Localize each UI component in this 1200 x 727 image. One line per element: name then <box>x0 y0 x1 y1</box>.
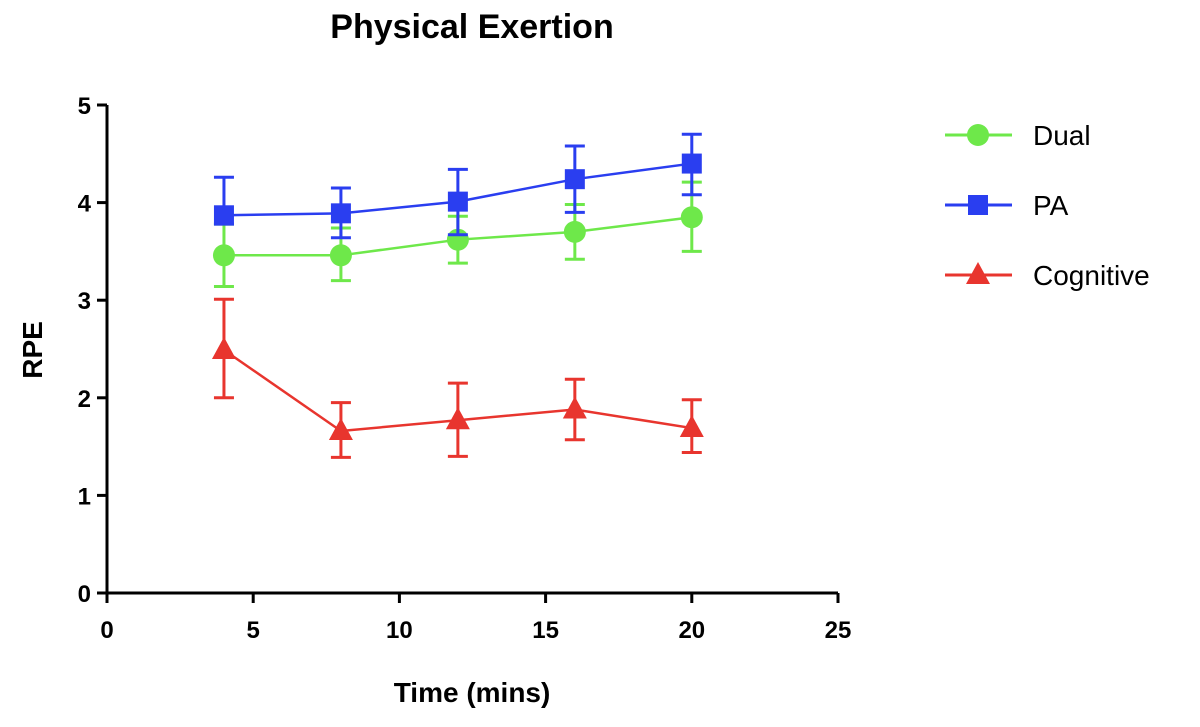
data-point <box>328 417 353 440</box>
data-point <box>681 153 702 174</box>
data-point <box>680 206 703 229</box>
data-point <box>564 169 585 190</box>
series-dual <box>212 180 703 289</box>
y-tick-label: 2 <box>78 386 91 413</box>
series-cognitive <box>211 297 704 459</box>
data-point <box>562 396 587 419</box>
data-point <box>211 336 236 359</box>
y-tick-label: 1 <box>78 483 91 510</box>
legend-item-cognitive: Cognitive <box>945 260 1150 291</box>
x-tick-label: 15 <box>532 617 559 644</box>
x-tick-label: 5 <box>247 617 260 644</box>
y-tick-label: 5 <box>78 93 91 120</box>
legend-marker <box>966 262 990 284</box>
x-tick-label: 0 <box>100 617 113 644</box>
y-axis-label: RPE <box>17 321 48 379</box>
data-point <box>679 415 704 438</box>
data-point <box>213 205 234 226</box>
data-point <box>563 220 586 243</box>
legend-label: Dual <box>1033 120 1091 151</box>
data-point <box>330 203 351 224</box>
legend-item-dual: Dual <box>945 120 1091 151</box>
x-tick-label: 10 <box>386 617 413 644</box>
x-axis-label: Time (mins) <box>394 677 551 708</box>
series-pa <box>213 132 702 240</box>
legend-item-pa: PA <box>945 190 1069 221</box>
y-tick-label: 3 <box>78 288 91 315</box>
x-tick-label: 20 <box>678 617 705 644</box>
data-point <box>212 244 235 267</box>
legend-marker <box>967 124 989 146</box>
data-point <box>329 244 352 267</box>
legend-label: Cognitive <box>1033 260 1150 291</box>
y-tick-label: 4 <box>78 191 92 218</box>
legend-label: PA <box>1033 190 1069 221</box>
data-point <box>445 407 470 430</box>
chart-title: Physical Exertion <box>330 8 613 46</box>
data-point <box>447 191 468 212</box>
x-tick-label: 25 <box>825 617 852 644</box>
legend-marker <box>968 195 988 215</box>
y-tick-label: 0 <box>78 581 91 608</box>
